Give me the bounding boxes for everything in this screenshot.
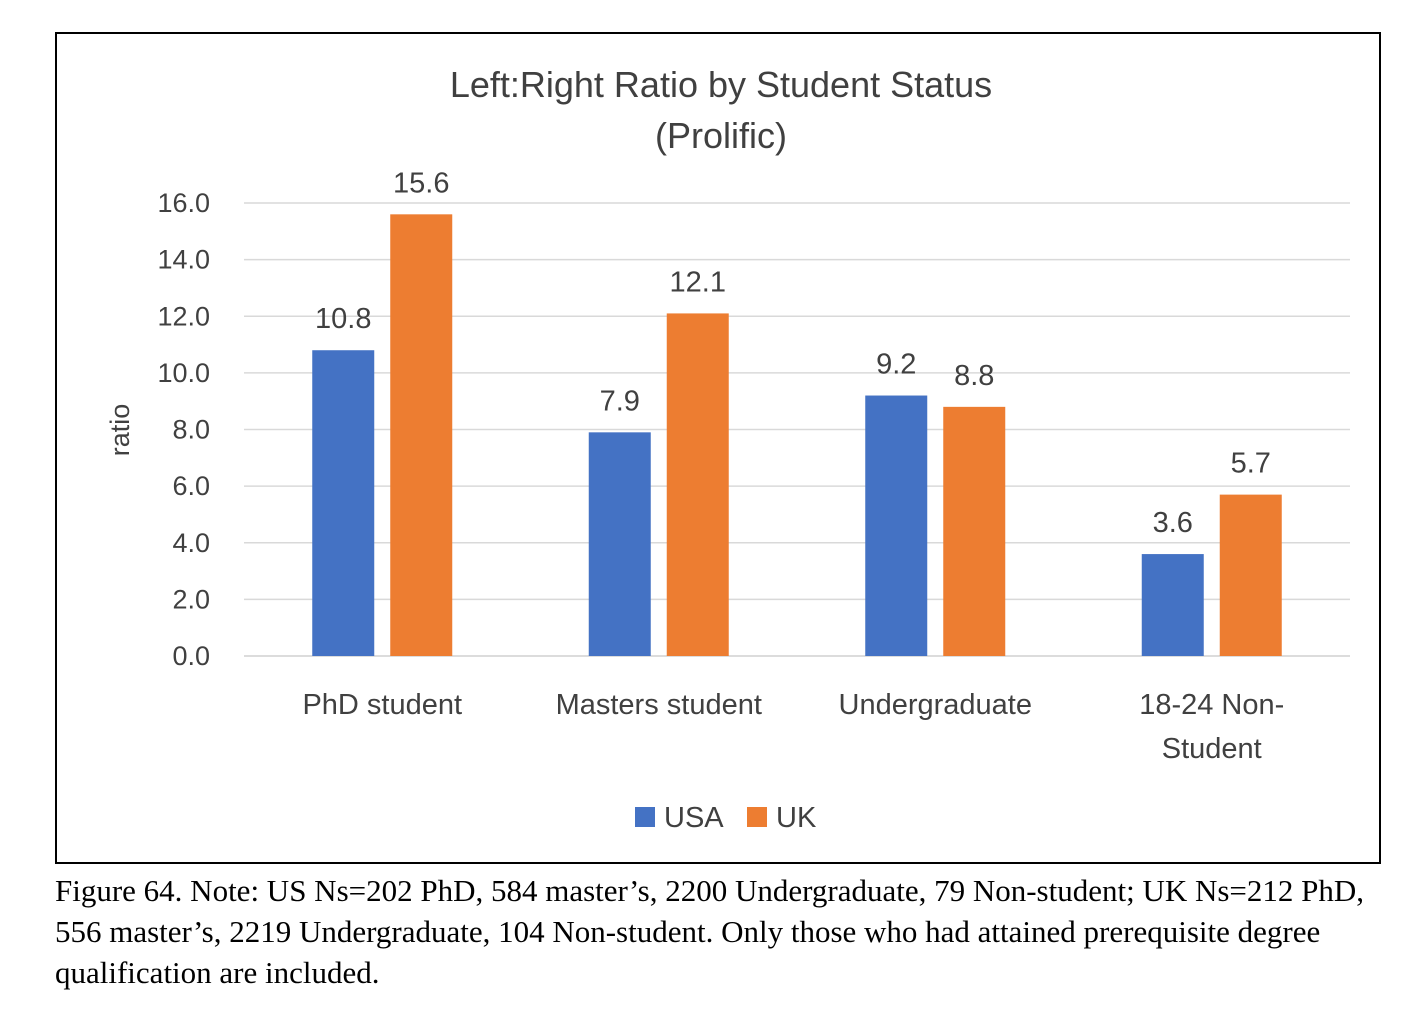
legend-swatch-uk — [747, 807, 767, 827]
chart-frame: Left:Right Ratio by Student Status (Prol… — [55, 32, 1381, 864]
figure-caption: Figure 64. Note: US Ns=202 PhD, 584 mast… — [55, 873, 1365, 990]
chart-subtitle: (Prolific) — [655, 115, 787, 156]
x-tick-label: 18-24 Non- — [1139, 689, 1284, 721]
x-tick-label: Masters student — [556, 689, 762, 721]
y-tick-label: 12.0 — [157, 301, 210, 331]
x-tick-label: Undergraduate — [839, 689, 1032, 721]
data-label: 8.8 — [954, 360, 994, 392]
y-axis-label: ratio — [105, 404, 135, 457]
bar-usa — [865, 395, 928, 656]
legend-swatch-usa — [635, 807, 655, 827]
y-tick-label: 10.0 — [157, 358, 210, 388]
y-tick-label: 8.0 — [172, 415, 210, 445]
x-tick-label: Student — [1162, 733, 1262, 765]
y-tick-label: 0.0 — [172, 641, 210, 671]
bar-usa — [312, 350, 375, 656]
bar-uk — [666, 313, 729, 656]
bar-uk — [390, 214, 453, 656]
legend-label-uk: UK — [776, 802, 817, 834]
bars — [312, 214, 1282, 656]
bar-usa — [1141, 554, 1204, 656]
legend: USA UK — [635, 802, 817, 834]
chart-title: Left:Right Ratio by Student Status — [450, 64, 992, 105]
chart-svg: Left:Right Ratio by Student Status (Prol… — [105, 64, 1350, 834]
data-label: 10.8 — [315, 303, 371, 335]
data-labels: 10.8 15.6 7.9 12.1 9.2 8.8 3.6 5.7 — [315, 167, 1271, 539]
data-label: 3.6 — [1153, 507, 1193, 539]
data-label: 12.1 — [670, 266, 726, 298]
y-tick-label: 14.0 — [157, 245, 210, 275]
bar-uk — [1219, 494, 1282, 656]
data-label: 7.9 — [600, 385, 640, 417]
x-tick-labels: PhD student Masters student Undergraduate 1… — [302, 689, 1284, 765]
y-tick-label: 16.0 — [157, 188, 210, 218]
y-tick-label: 4.0 — [172, 528, 210, 558]
x-tick-label: PhD student — [302, 689, 462, 721]
legend-label-usa: USA — [664, 802, 724, 834]
data-label: 9.2 — [876, 349, 916, 381]
y-tick-label: 2.0 — [172, 584, 210, 614]
bar-usa — [588, 432, 651, 656]
data-label: 5.7 — [1231, 448, 1271, 480]
y-tick-labels: 0.0 2.0 4.0 6.0 8.0 10.0 12.0 14.0 16.0 — [157, 188, 210, 671]
data-label: 15.6 — [393, 167, 449, 199]
bar-uk — [943, 406, 1006, 656]
y-tick-label: 6.0 — [172, 471, 210, 501]
